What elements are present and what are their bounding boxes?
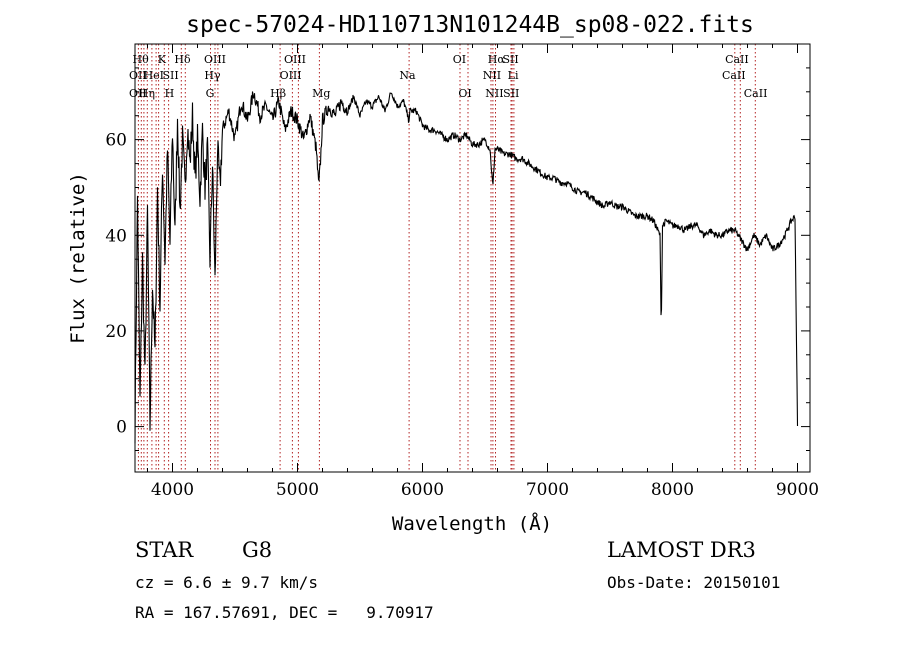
x-tick-label-3: 7000 [526,480,569,500]
spectral-subclass: G8 [242,538,273,562]
line-label-0: Hθ [132,53,149,66]
line-label-17: CaII [722,69,746,82]
line-label-21: G [206,87,215,100]
y-axis-label: Flux (relative) [67,172,89,344]
line-label-16: Li [508,69,519,82]
x-tick-label-0: 4000 [151,480,194,500]
emission-line-markers [137,44,756,472]
x-tick-label-5: 9000 [776,480,819,500]
x-tick-label-1: 5000 [276,480,319,500]
survey-name: LAMOST DR3 [607,538,756,562]
y-tick-label-3: 60 [105,131,127,151]
line-label-7: SII [502,53,518,66]
line-label-24: OI [458,87,471,100]
line-label-6: Hα [488,53,506,66]
line-label-23: Mg [312,87,330,100]
observation-date: Obs-Date: 20150101 [607,573,781,592]
line-label-18: OII [129,87,147,100]
y-tick-label-0: 0 [116,418,127,438]
line-label-20: H [165,87,175,100]
axis-ticks: 4000 5000 6000 7000 8000 9000 0 20 40 60 [105,44,819,500]
spectrum-series [134,91,799,444]
plot-frame [134,43,811,473]
y-tick-label-1: 20 [105,322,127,342]
line-label-12: Hγ [204,69,221,82]
x-axis-label: Wavelength (Å) [392,512,552,535]
line-label-15: NII [483,69,501,82]
spectrum-line [134,91,799,444]
line-label-1: K [158,53,167,66]
line-label-4: OIII [284,53,306,66]
line-label-11: SII [162,69,178,82]
x-tick-label-4: 8000 [651,480,694,500]
y-tick-label-2: 40 [105,226,127,246]
line-label-8: CaII [725,53,749,66]
x-tick-label-2: 6000 [401,480,444,500]
line-label-9: OII [129,69,147,82]
object-type: STAR [135,538,194,562]
line-label-10: HeI [144,69,164,82]
line-label-3: OIII [204,53,226,66]
line-label-26: SII [503,87,519,100]
line-label-5: OI [453,53,466,66]
line-label-19: Hη [139,87,155,100]
chart-title: spec-57024-HD110713N101244B_sp08-022.fit… [186,12,754,38]
line-label-22: Hβ [270,87,286,100]
redshift-velocity: cz = 6.6 ± 9.7 km/s [135,573,319,592]
coordinates: RA = 167.57691, DEC = 9.70917 [135,603,434,622]
line-label-13: OIII [280,69,302,82]
line-label-27: CaII [744,87,768,100]
line-label-25: NII [485,87,503,100]
line-label-2: Hδ [174,53,191,66]
line-label-14: Na [399,69,416,82]
